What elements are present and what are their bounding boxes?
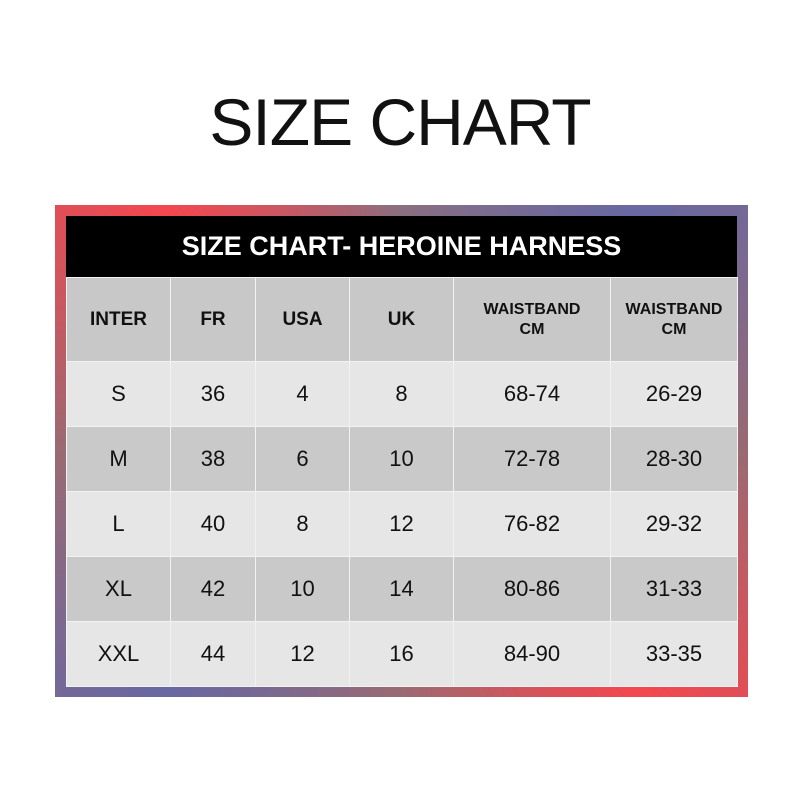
table-cell: 80-86 xyxy=(453,556,611,622)
table-cell: 4 xyxy=(255,361,350,427)
gradient-frame: SIZE CHART- HEROINE HARNESS INTER FR USA UK… xyxy=(55,205,748,697)
table-cell: 12 xyxy=(255,621,350,687)
page-title: SIZE CHART xyxy=(209,85,591,159)
column-header: USA xyxy=(255,277,350,362)
table-cell: 72-78 xyxy=(453,426,611,492)
table-cell: 14 xyxy=(349,556,454,622)
size-chart-table-container: SIZE CHART- HEROINE HARNESS INTER FR USA UK… xyxy=(66,216,738,687)
column-header: WAISTBAND CM xyxy=(610,277,738,362)
table-row: L 40 8 12 76-82 29-32 xyxy=(66,491,738,557)
table-cell: 40 xyxy=(170,491,256,557)
table-cell: 44 xyxy=(170,621,256,687)
table-cell: XL xyxy=(66,556,171,622)
table-cell: 84-90 xyxy=(453,621,611,687)
header-row: INTER FR USA UK WAISTBAND CM WAISTBAND CM xyxy=(66,277,738,362)
table-cell: 31-33 xyxy=(610,556,738,622)
table-cell: 6 xyxy=(255,426,350,492)
table-cell: S xyxy=(66,361,171,427)
table-cell: 68-74 xyxy=(453,361,611,427)
table-cell: 29-32 xyxy=(610,491,738,557)
table-cell: 28-30 xyxy=(610,426,738,492)
table-cell: 38 xyxy=(170,426,256,492)
table-cell: 36 xyxy=(170,361,256,427)
table-cell: 8 xyxy=(255,491,350,557)
table-row: S 36 4 8 68-74 26-29 xyxy=(66,361,738,427)
table-cell: 8 xyxy=(349,361,454,427)
table-cell: XXL xyxy=(66,621,171,687)
table-cell: 12 xyxy=(349,491,454,557)
table-cell: M xyxy=(66,426,171,492)
table-cell: 26-29 xyxy=(610,361,738,427)
column-header: WAISTBAND CM xyxy=(453,277,611,362)
table-cell: 42 xyxy=(170,556,256,622)
table-cell: 76-82 xyxy=(453,491,611,557)
table-cell: 10 xyxy=(349,426,454,492)
column-header: FR xyxy=(170,277,256,362)
table-cell: L xyxy=(66,491,171,557)
table-cell: 33-35 xyxy=(610,621,738,687)
table-row: XXL 44 12 16 84-90 33-35 xyxy=(66,621,738,687)
column-header: UK xyxy=(349,277,454,362)
table-row: M 38 6 10 72-78 28-30 xyxy=(66,426,738,492)
table-row: XL 42 10 14 80-86 31-33 xyxy=(66,556,738,622)
table-cell: 16 xyxy=(349,621,454,687)
size-table: INTER FR USA UK WAISTBAND CM WAISTBAND CM S 36 4 8… xyxy=(66,277,738,687)
table-caption: SIZE CHART- HEROINE HARNESS xyxy=(66,216,737,277)
table-cell: 10 xyxy=(255,556,350,622)
column-header: INTER xyxy=(66,277,171,362)
